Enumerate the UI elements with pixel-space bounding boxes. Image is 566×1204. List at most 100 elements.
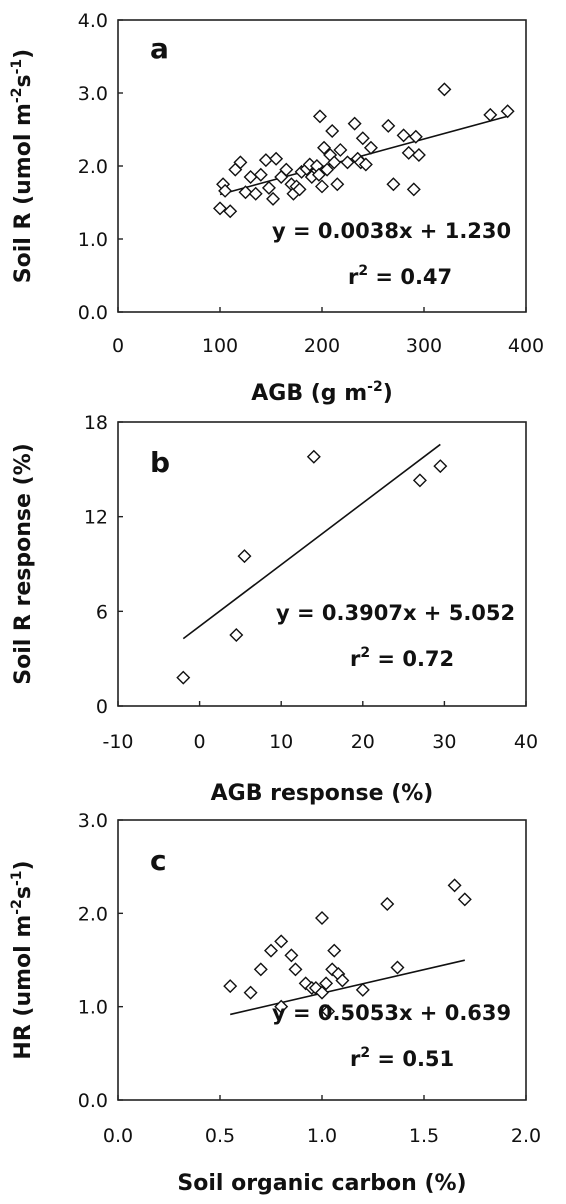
y-axis-label: Soil R (umol m-2s-1) (9, 49, 36, 283)
panel-a: 0 100 200 300 400 0.0 1.0 2.0 3.0 4.0 AGB (g m-2) S… (9, 10, 544, 406)
y-tick-label: 12 (84, 507, 108, 529)
data-point (358, 157, 373, 172)
data-point (248, 186, 263, 201)
data-point (320, 162, 335, 177)
r-squared-label: r2 = 0.51 (350, 1045, 454, 1071)
data-point (327, 155, 342, 170)
regression-line (182, 443, 441, 640)
regression-line (230, 959, 465, 1016)
data-point (355, 131, 370, 146)
data-point (396, 128, 411, 143)
panel-letter: b (150, 446, 170, 479)
data-point (412, 473, 427, 488)
data-point (233, 155, 248, 170)
y-tick-label: 2.0 (78, 903, 108, 925)
data-point (253, 962, 268, 977)
data-point (292, 182, 307, 197)
data-point (500, 104, 515, 119)
panel-letter: a (150, 32, 169, 65)
plot-frame (117, 421, 527, 707)
data-point (330, 177, 345, 192)
plot-frame (117, 819, 527, 1101)
data-point (269, 151, 284, 166)
y-tick-label: 2.0 (78, 156, 108, 178)
r-squared-label: r2 = 0.72 (350, 645, 454, 671)
data-point (284, 948, 299, 963)
data-point (406, 182, 421, 197)
data-point (447, 878, 462, 893)
data-point (483, 107, 498, 122)
panel-letter: c (150, 844, 167, 877)
y-axis-label: HR (umol m-2s-1) (9, 860, 36, 1059)
data-point (408, 129, 423, 144)
data-point (335, 973, 350, 988)
x-tick-label: 2.0 (511, 1125, 541, 1147)
data-point (253, 167, 268, 182)
y-tick-label: 6 (96, 601, 108, 623)
regression-equation: y = 0.5053x + 0.639 (272, 1001, 511, 1025)
data-point (274, 934, 289, 949)
x-tick-label: 1.5 (409, 1125, 439, 1147)
data-point (386, 177, 401, 192)
data-point (274, 999, 289, 1014)
x-tick-label: 400 (508, 335, 544, 357)
data-point (457, 892, 472, 907)
data-point (355, 982, 370, 997)
y-tick-label: 1.0 (78, 997, 108, 1019)
x-axis-label: AGB (g m-2) (251, 379, 393, 406)
data-point (223, 204, 238, 219)
data-point (317, 140, 332, 155)
x-tick-label: 20 (351, 731, 375, 753)
data-point (213, 201, 227, 216)
x-tick-label: -10 (102, 731, 133, 753)
data-point (176, 670, 191, 685)
panel-b: -10 0 10 20 30 40 0 6 12 18 AGB response (%) Soil R… (11, 412, 538, 806)
data-point (380, 897, 395, 911)
regression-equation: y = 0.3907x + 5.052 (276, 601, 515, 625)
data-point (279, 162, 294, 177)
y-tick-label: 4.0 (78, 10, 108, 32)
data-point (243, 985, 258, 1000)
data-point (306, 449, 321, 464)
data-point (218, 183, 233, 198)
panel-c: 0.0 0.5 1.0 1.5 2.0 0.0 1.0 2.0 3.0 Soil organic … (9, 810, 541, 1196)
y-tick-label: 0.0 (78, 302, 108, 324)
data-point (223, 979, 238, 994)
data-point (288, 962, 303, 977)
x-tick-label: 10 (269, 731, 293, 753)
x-tick-label: 30 (432, 731, 456, 753)
data-point (437, 82, 452, 97)
y-tick-label: 0.0 (78, 1090, 108, 1112)
x-axis-label: Soil organic carbon (%) (177, 1171, 466, 1196)
data-point (390, 960, 405, 975)
data-point (433, 459, 448, 474)
regression-equation: y = 0.0038x + 1.230 (272, 219, 511, 243)
data-point (311, 167, 326, 182)
x-tick-label: 40 (514, 731, 538, 753)
data-point (237, 549, 252, 564)
data-point (327, 943, 342, 958)
x-tick-label: 0.0 (103, 1125, 133, 1147)
y-axis-label: Soil R response (%) (11, 443, 36, 685)
x-axis-label: AGB response (%) (211, 781, 434, 806)
r-squared-label: r2 = 0.47 (348, 263, 452, 289)
data-point (411, 148, 426, 163)
data-point (333, 142, 348, 157)
y-tick-label: 18 (84, 412, 108, 434)
regression-line (219, 115, 508, 196)
data-point (401, 145, 416, 160)
data-point (315, 985, 329, 1000)
data-point (266, 191, 281, 206)
data-point (229, 628, 244, 642)
y-tick-label: 3.0 (78, 83, 108, 105)
data-point (321, 1004, 336, 1019)
y-tick-label: 1.0 (78, 229, 108, 251)
x-tick-label: 0.5 (205, 1125, 235, 1147)
data-point (264, 943, 278, 958)
data-point (319, 976, 334, 991)
data-point (340, 155, 355, 170)
data-point (312, 109, 327, 124)
y-tick-label: 0 (96, 696, 108, 718)
x-tick-label: 300 (406, 335, 442, 357)
